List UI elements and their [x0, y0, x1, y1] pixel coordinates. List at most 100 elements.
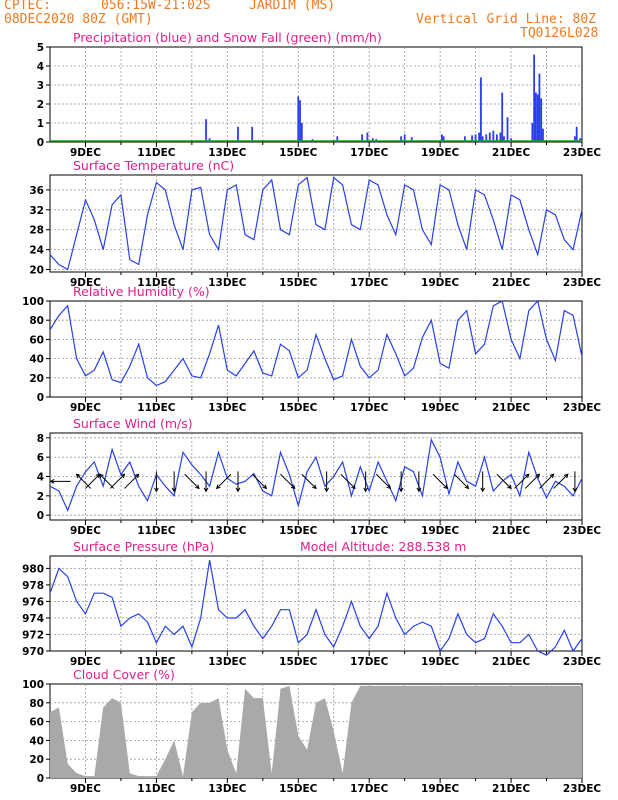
precip-bar: [366, 132, 369, 142]
x-tick-label: 15DEC: [279, 656, 318, 668]
wind-arrow-head: [75, 473, 81, 479]
x-tick-label: 15DEC: [279, 277, 318, 289]
y-tick-label: 20: [29, 265, 44, 277]
x-tick-label: 21DEC: [492, 783, 531, 795]
precip-bar: [300, 123, 303, 142]
y-tick-label: 0: [37, 510, 44, 522]
panel-subtitle: Model Altitude: 288.538 m: [300, 539, 466, 554]
x-tick-label: 13DEC: [208, 277, 247, 289]
cloud-cover-area: [50, 685, 582, 778]
panel-frame: [49, 300, 583, 398]
precip-bar: [251, 126, 254, 142]
wind-arrow-head: [535, 473, 541, 479]
panel-title: Surface Temperature (nC): [73, 158, 234, 173]
wind-arrow-head: [171, 487, 177, 493]
wind-arrow-head: [443, 484, 448, 490]
wind-arrow-head: [363, 487, 369, 493]
header-coords: 056:15W-21:02S: [101, 0, 211, 13]
wind-arrow-head: [563, 473, 569, 479]
header-location: JARDIM (MS): [249, 0, 336, 13]
series-line: [49, 176, 583, 271]
y-tick-label: 20: [29, 754, 44, 766]
x-tick-label: 9DEC: [70, 402, 101, 414]
x-tick-label: 19DEC: [421, 402, 460, 414]
x-tick-label: 9DEC: [70, 525, 101, 537]
x-tick-label: 19DEC: [421, 277, 460, 289]
x-tick-label: 19DEC: [421, 783, 460, 795]
wind-arrow-head: [312, 484, 317, 490]
wind-arrow-shaft: [524, 473, 540, 489]
precip-bar: [441, 134, 443, 142]
x-tick-label: 21DEC: [492, 656, 531, 668]
precip-bar: [237, 126, 239, 142]
precip-bar: [492, 130, 495, 142]
x-tick-label: 11DEC: [137, 783, 176, 795]
wind-arrow-shaft: [514, 473, 530, 489]
wind-arrow-head: [98, 473, 104, 479]
y-tick-label: 3: [37, 80, 44, 92]
y-tick-label: 976: [22, 596, 44, 608]
wind-arrow-head: [398, 487, 404, 493]
panel-title: Relative Humidity (%): [73, 284, 210, 299]
wind-arrow-head: [235, 487, 241, 493]
precip-bar: [336, 136, 339, 142]
panel-title: Precipitation (blue) and Snow Fall (gree…: [73, 30, 382, 45]
precip-bar: [205, 119, 207, 142]
y-tick-label: 2: [37, 99, 44, 111]
x-tick-label: 17DEC: [350, 656, 389, 668]
y-tick-label: 5: [37, 42, 44, 54]
wind-arrow-head: [134, 473, 140, 479]
wind-arrow-shaft: [432, 473, 448, 489]
y-tick-label: 0: [37, 773, 44, 785]
y-tick-label: 100: [22, 296, 44, 308]
x-tick-label: 11DEC: [137, 402, 176, 414]
x-tick-label: 13DEC: [208, 525, 247, 537]
y-tick-label: 40: [29, 354, 44, 366]
x-tick-label: 23DEC: [563, 783, 602, 795]
x-tick-label: 13DEC: [208, 402, 247, 414]
precip-bar: [442, 136, 445, 142]
precip-bar: [531, 123, 534, 142]
precip-bar: [533, 54, 536, 142]
precip-bar: [361, 134, 364, 142]
precip-bar: [510, 138, 512, 142]
x-tick-label: 19DEC: [421, 147, 460, 159]
panel-frame: [49, 46, 583, 143]
precip-bar: [478, 132, 481, 142]
x-tick-label: 19DEC: [421, 656, 460, 668]
x-tick-label: 15DEC: [279, 147, 318, 159]
wind-arrow-shaft: [553, 473, 569, 489]
precip-bar: [297, 96, 300, 142]
wind-arrow-head: [203, 487, 209, 493]
y-tick-label: 24: [29, 245, 44, 257]
y-tick-label: 2: [37, 491, 44, 503]
wind-arrow-head: [351, 484, 356, 490]
x-tick-label: 21DEC: [492, 147, 531, 159]
wind-arrow-head: [194, 484, 200, 490]
y-tick-label: 40: [29, 735, 44, 747]
wind-arrow-shaft: [301, 473, 317, 489]
y-tick-label: 36: [29, 185, 44, 197]
y-tick-label: 0: [37, 392, 44, 404]
precip-bar: [400, 136, 403, 142]
wind-arrow-shaft: [109, 473, 125, 489]
x-tick-label: 17DEC: [350, 525, 389, 537]
series-line: [49, 559, 583, 656]
panel-title: Surface Wind (m/s): [73, 416, 193, 431]
wind-arrow-shaft: [99, 473, 115, 489]
y-tick-label: 972: [22, 629, 44, 641]
precip-bar: [536, 94, 539, 142]
wind-arrow-head: [262, 484, 268, 490]
precip-bar: [464, 136, 466, 142]
wind-arrow-shaft: [85, 473, 101, 489]
y-tick-label: 980: [22, 563, 44, 575]
wind-arrow-head: [386, 484, 392, 490]
x-tick-label: 9DEC: [70, 783, 101, 795]
precip-bar: [501, 92, 504, 142]
wind-arrow-head: [290, 484, 296, 490]
x-tick-label: 13DEC: [208, 656, 247, 668]
x-tick-label: 9DEC: [70, 656, 101, 668]
precip-bar: [538, 73, 541, 142]
precip-bar: [410, 137, 413, 142]
wind-arrow-shaft: [184, 473, 200, 489]
